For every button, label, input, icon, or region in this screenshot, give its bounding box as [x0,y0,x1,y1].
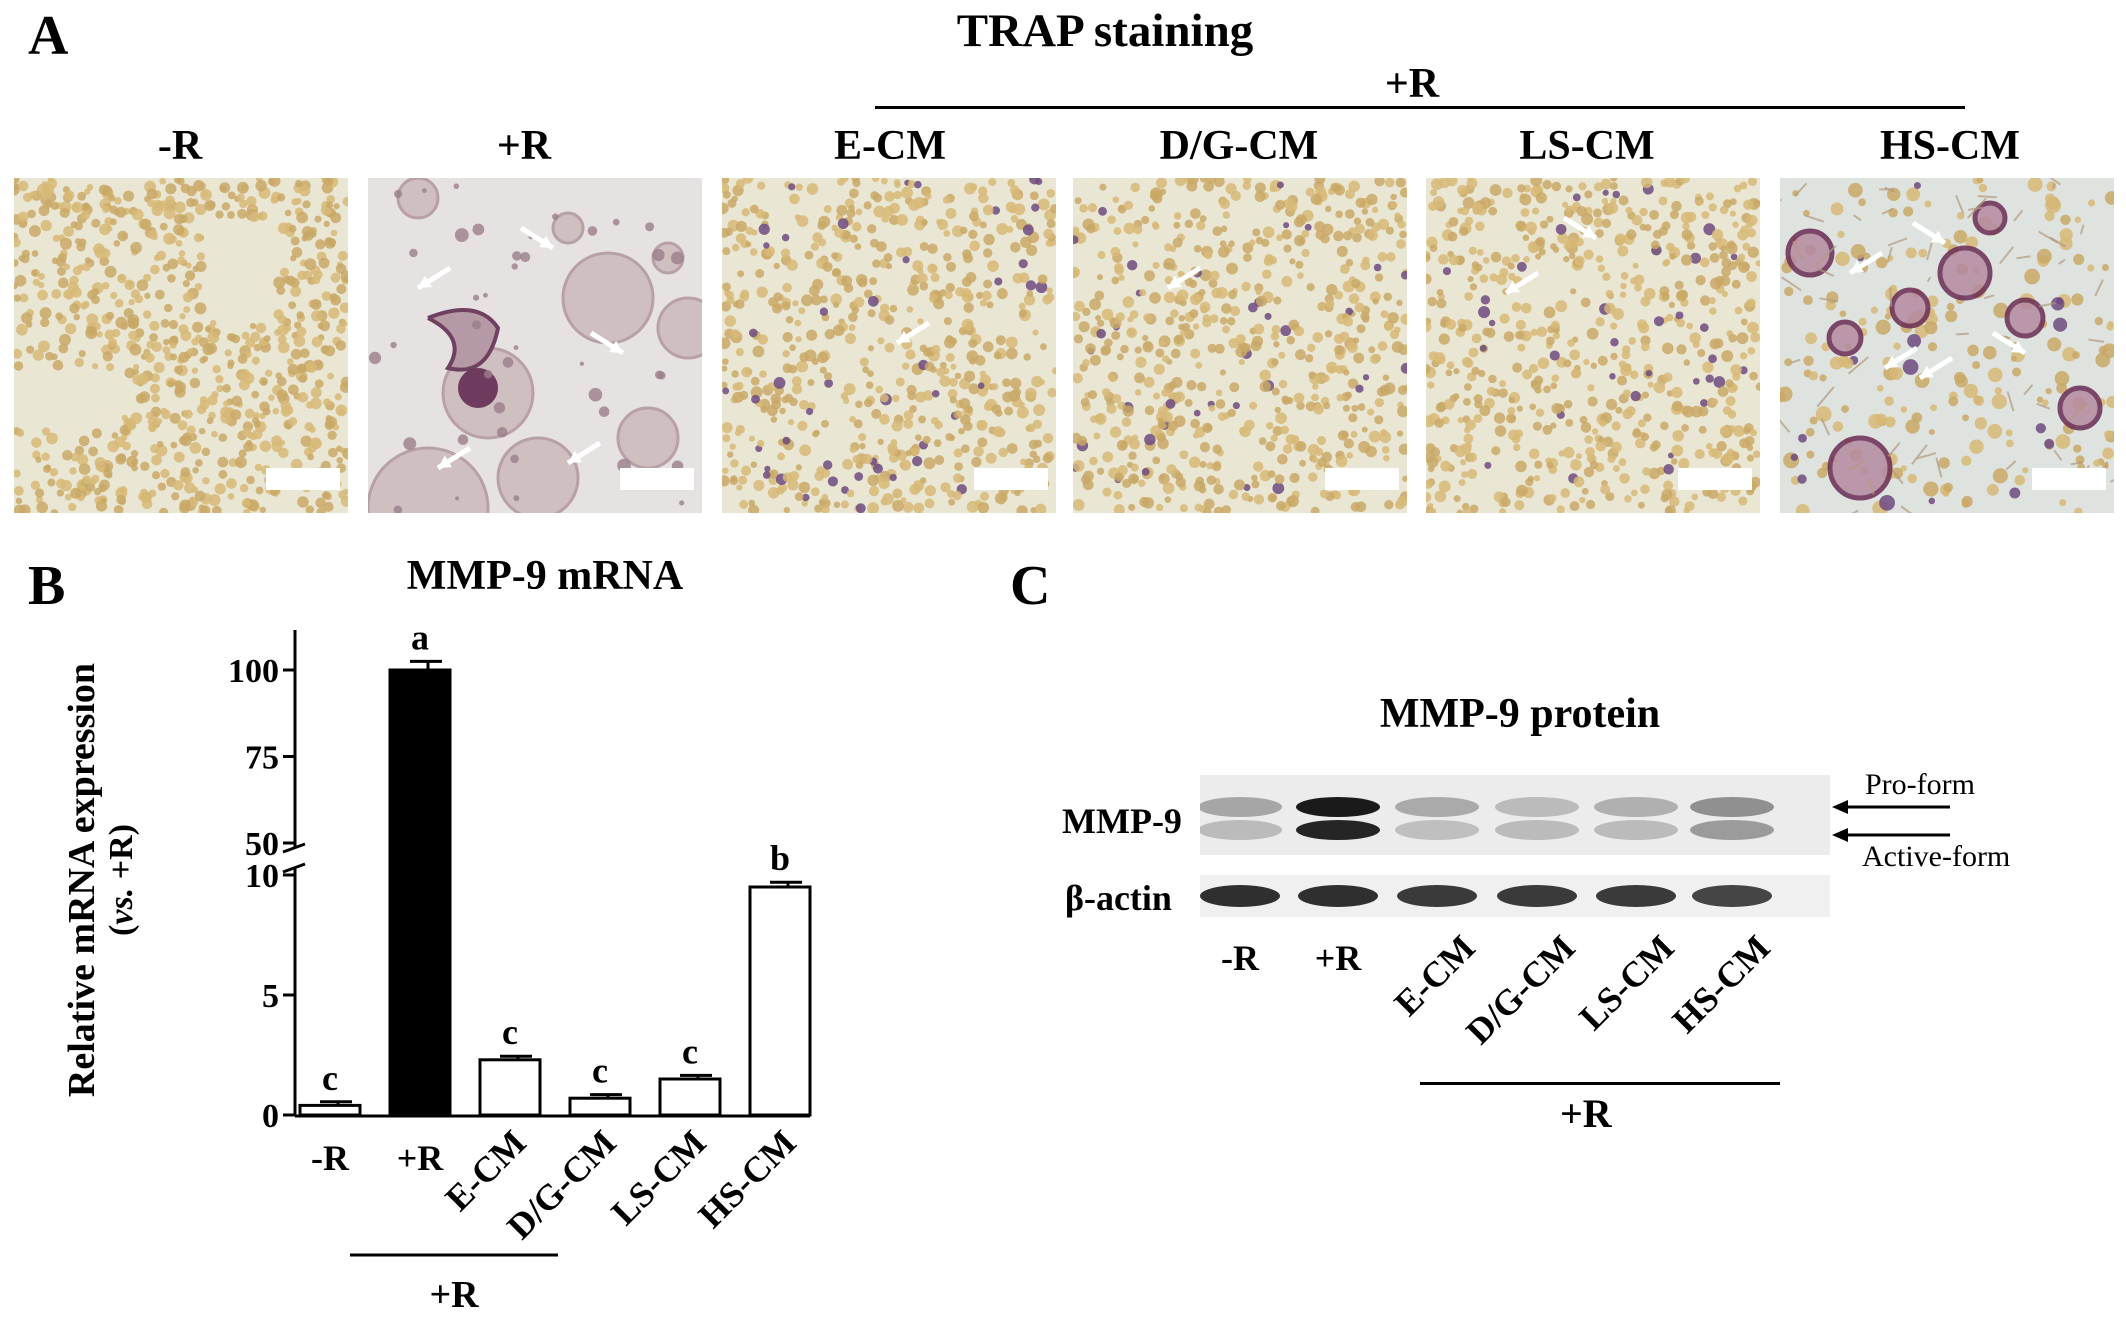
pro-form-band [1198,797,1282,817]
panel-c-title: MMP-9 protein [1379,691,1661,737]
x-tick-label: LS-CM [603,1122,713,1232]
pro-form-band [1495,797,1579,817]
bar [658,1077,722,1117]
scale-bar [974,468,1048,490]
pro-form-band [1594,797,1678,817]
bar [568,1096,632,1117]
scale-bar [620,468,694,490]
micrograph-e-cm [722,178,1056,513]
active-form-band [1395,820,1479,840]
actin-band [1692,885,1772,907]
y-axis-label-sub: (vs. +R) [103,824,140,936]
micrograph-hs-cm [1780,178,2114,513]
micro-label-3: E-CM [834,123,946,169]
panel-b-title: MMP-9 mRNA [406,553,684,599]
x-tick-label: HS-CM [691,1122,804,1235]
y-tick-label: 0 [262,1098,279,1135]
micro-label-4: D/G-CM [1159,123,1319,169]
bar [388,668,452,1117]
micro-label-2: +R [496,123,552,169]
panel-a-group-line [875,106,1965,109]
significance-letter: c [682,1031,698,1071]
scale-bar [1325,468,1399,490]
y-tick-label: 5 [262,978,279,1015]
active-form-label: Active-form [1862,840,2011,873]
y-tick-label: 10 [245,858,279,895]
bar [748,885,812,1117]
pro-form-band [1690,797,1774,817]
panel-b-letter: B [28,555,66,617]
x-tick-label: +R [397,1138,445,1178]
lane-label: LS-CM [1571,930,1681,1038]
lane-labels: -R +R E-CM D/G-CM LS-CM HS-CM [1200,927,1900,1070]
bar [478,1058,542,1117]
lane-label: HS-CM [1665,930,1778,1041]
active-form-band [1690,820,1774,840]
lane-label: +R [1315,938,1363,978]
pro-form-band [1395,797,1479,817]
active-form-band [1594,820,1678,840]
micrograph-dg-cm [1073,178,1407,513]
scale-bar [2032,468,2106,490]
y-axis-label-main: Relative mRNA expression [61,662,103,1098]
actin-band [1298,885,1378,907]
significance-letter: c [322,1058,338,1098]
micro-label-6: HS-CM [1880,123,2020,169]
micrograph-ls-cm [1426,178,1760,513]
scale-bar [1678,468,1752,490]
active-form-band [1198,820,1282,840]
actin-band [1497,885,1577,907]
y-axis-label: Relative mRNA expression (vs. +R) [61,600,162,1160]
micrograph-plus-r [368,178,702,513]
pro-form-band [1296,797,1380,817]
mmp9-mrna-chart: 0 5 10 50 75 100 c -R a +R c E-CM c D/G-CM c LS-CM b HS-C… [220,610,840,1337]
blot-label-actin: β-actin [1065,878,1172,918]
significance-letter: c [502,1012,518,1052]
blot-label-mmp9: MMP-9 [1062,801,1182,841]
axis-break-mark [282,862,306,874]
actin-band [1596,885,1676,907]
panel-c-group-label: +R [1560,1091,1612,1136]
panel-c-letter: C [1010,555,1051,617]
lane-label: E-CM [1387,930,1483,1024]
bar [298,1103,362,1117]
scale-bar [266,468,340,490]
pro-form-label: Pro-form [1865,768,1975,801]
panel-a-title: TRAP staining [956,5,1254,57]
significance-letter: a [411,617,429,657]
active-form-band [1495,820,1579,840]
panel-c-group-line [1420,1082,1780,1085]
western-blot [1198,775,1830,935]
lane-label: -R [1221,938,1260,978]
y-tick-label: 75 [245,740,279,777]
pro-form-arrow [1832,800,1952,814]
micrograph-minus-r [14,178,348,513]
group-label: +R [429,1274,479,1316]
panel-a-group-label: +R [1384,61,1440,107]
y-tick-label: 100 [228,653,279,690]
actin-band [1200,885,1280,907]
significance-letter: b [770,838,790,878]
y-tick-label: 50 [245,826,279,863]
actin-band [1397,885,1477,907]
micro-label-1: -R [157,123,203,169]
x-tick-label: -R [311,1138,350,1178]
active-form-band [1296,820,1380,840]
lane-label: D/G-CM [1458,930,1582,1052]
significance-letter: c [592,1051,608,1091]
micro-label-5: LS-CM [1519,123,1655,169]
active-form-arrow [1832,828,1952,842]
panel-a-letter: A [28,5,69,67]
axis-break-mark [282,842,306,854]
